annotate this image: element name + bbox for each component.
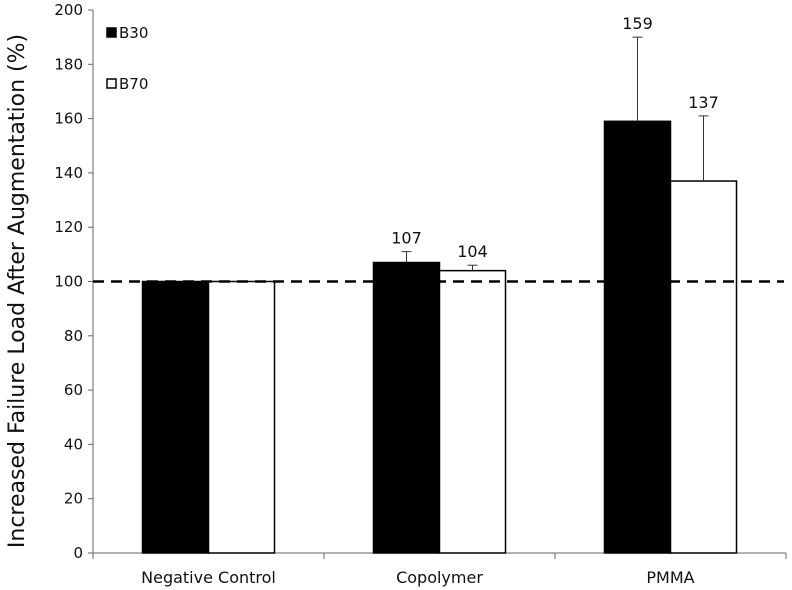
y-tick-label: 0 [73,544,83,562]
bars [141,36,738,554]
bar-b30-copolymer [372,261,441,554]
legend-swatch-b30 [106,27,117,38]
x-axis: Negative Control Copolymer PMMA [92,552,787,587]
data-labels: 107 104 159 137 [391,14,719,261]
legend-label-b30: B30 [119,24,148,42]
data-label: 137 [688,93,719,112]
y-tick-label: 140 [54,164,83,182]
legend: B30 B70 [106,24,148,93]
data-label: 104 [457,242,488,261]
bar-b70-negative-control [207,280,276,554]
legend-label-b70: B70 [119,75,148,93]
x-category-label: Copolymer [396,568,483,587]
data-label: 107 [391,229,422,248]
y-tick-label: 40 [64,435,83,453]
y-tick-label: 200 [54,1,83,19]
y-tick-label: 60 [64,381,83,399]
y-tick-label: 180 [54,55,83,73]
bar-b30-negative-control [141,280,210,554]
legend-swatch-b70 [106,78,117,89]
data-label: 159 [622,14,653,33]
y-tick-label: 100 [54,273,83,291]
bar-b70-pmma [669,180,738,554]
y-tick-label: 20 [64,490,83,508]
bar-b30-pmma [603,120,672,554]
y-tick-label: 80 [64,327,83,345]
y-axis: 0 20 40 60 80 100 120 140 160 180 200 [54,1,94,562]
y-tick-label: 160 [54,110,83,128]
y-tick-label: 120 [54,218,83,236]
x-category-label: Negative Control [141,568,276,587]
bar-b70-copolymer [438,269,507,554]
x-category-label: PMMA [646,568,694,587]
y-axis-label: Increased Failure Load After Augmentatio… [5,34,30,548]
